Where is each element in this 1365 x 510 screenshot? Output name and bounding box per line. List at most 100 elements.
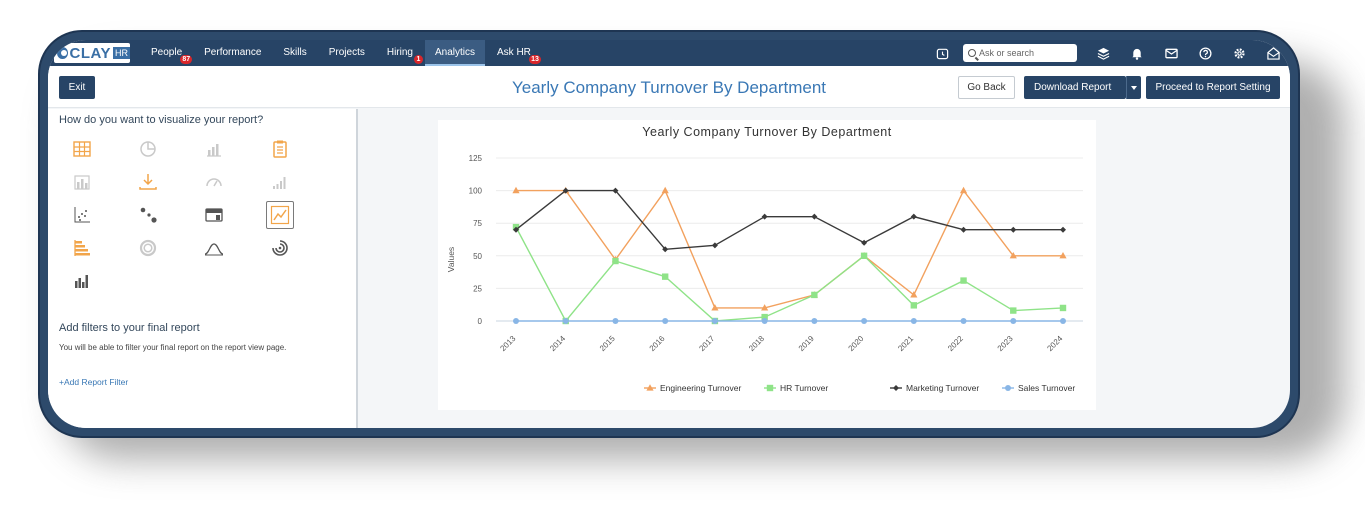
data-point-sales-turnover[interactable] [761,318,768,324]
radial-icon[interactable] [266,234,294,262]
bell-curve-icon[interactable] [200,234,228,262]
mail-icon[interactable] [1163,45,1179,61]
device-frame: CLAY HR People 87 Performance Skills Project… [38,30,1300,438]
help-icon[interactable] [1197,45,1213,61]
data-point-sales-turnover[interactable] [662,318,669,324]
nav-item-projects[interactable]: Projects [319,40,375,66]
x-tick-label: 2021 [896,334,915,353]
data-point-hr-turnover[interactable] [860,252,868,259]
nav-item-people[interactable]: People 87 [141,40,193,66]
nav-item-analytics[interactable]: Analytics [424,40,485,66]
data-point-marketing-turnover[interactable] [711,242,718,249]
x-tick-label: 2017 [697,334,716,353]
data-point-hr-turnover[interactable] [661,273,669,280]
ascending-bar-icon [266,168,294,196]
line-chart-icon[interactable] [266,201,294,229]
page-title: Yearly Company Turnover By Department [511,78,827,97]
data-point-engineering-turnover[interactable] [661,186,669,194]
data-point-sales-turnover[interactable] [910,318,917,324]
data-point-engineering-turnover[interactable] [512,186,520,194]
data-point-engineering-turnover[interactable] [711,304,719,311]
series-line-engineering-turnover [516,189,1063,309]
data-point-marketing-turnover[interactable] [861,239,868,246]
data-point-hr-turnover[interactable] [910,302,918,309]
data-point-sales-turnover[interactable] [960,318,967,324]
data-point-engineering-turnover[interactable] [1009,252,1017,259]
data-point-sales-turnover[interactable] [861,318,868,324]
logo-text: CLAY [69,44,111,62]
data-point-marketing-turnover[interactable] [1060,226,1066,233]
clock-icon[interactable] [934,45,950,61]
nav-item-performance[interactable]: Performance [194,40,271,66]
proceed-report-setting-button[interactable]: Proceed to Report Setting [1146,76,1280,99]
bell-icon[interactable] [1129,45,1145,61]
horizontal-bar-icon[interactable] [68,234,96,262]
data-point-sales-turnover[interactable] [711,318,718,324]
data-point-marketing-turnover[interactable] [910,213,917,220]
data-point-marketing-turnover[interactable] [612,187,619,194]
data-point-marketing-turnover[interactable] [513,226,519,233]
series-line-hr-turnover [515,226,1064,323]
nav-item-skills[interactable]: Skills [273,40,316,66]
download-icon[interactable] [134,168,162,196]
card-icon[interactable] [200,201,228,229]
data-point-hr-turnover[interactable] [811,291,818,299]
data-point-hr-turnover[interactable] [1059,304,1067,312]
x-tick-label: 2013 [498,334,517,353]
legend-marker[interactable] [893,385,899,391]
clayhr-logo[interactable]: CLAY HR [54,43,130,63]
data-point-marketing-turnover[interactable] [960,226,967,233]
nav-item-ask-hr[interactable]: Ask HR 13 [487,40,541,66]
data-point-sales-turnover[interactable] [1060,318,1066,324]
gear-icon[interactable] [1231,45,1247,61]
data-point-sales-turnover[interactable] [612,318,619,324]
exit-button[interactable]: Exit [59,76,95,99]
data-point-marketing-turnover[interactable] [1010,226,1017,233]
search-placeholder: Ask or search [979,48,1035,58]
legend-marker[interactable] [766,384,774,392]
nav-item-label: Performance [204,47,262,58]
legend-label[interactable]: Sales Turnover [1018,383,1075,393]
grouped-bar-icon[interactable] [68,267,96,295]
download-options-button[interactable] [1126,76,1141,99]
nav-item-hiring[interactable]: Hiring 1 [377,40,423,66]
notification-badge: 87 [180,55,193,64]
add-report-filter-link[interactable]: +Add Report Filter [59,377,129,387]
data-point-sales-turnover[interactable] [811,318,818,324]
data-point-engineering-turnover[interactable] [761,304,769,311]
data-point-hr-turnover[interactable] [1010,307,1017,314]
data-point-engineering-turnover[interactable] [1059,252,1067,259]
legend-label[interactable]: Marketing Turnover [906,383,979,393]
app-screen: CLAY HR People 87 Performance Skills Project… [48,40,1290,428]
download-report-button[interactable]: Download Report [1024,76,1126,99]
legend-label[interactable]: Engineering Turnover [660,383,741,393]
chart-title: Yearly Company Turnover By Department [642,125,891,139]
legend-label[interactable]: HR Turnover [780,383,828,393]
legend-marker[interactable] [1005,385,1011,391]
data-point-sales-turnover[interactable] [562,318,569,324]
clipboard-icon[interactable] [266,135,294,163]
scatter-icon[interactable] [68,201,96,229]
data-point-sales-turnover[interactable] [513,318,519,324]
search-icon [968,49,976,57]
data-point-hr-turnover[interactable] [612,257,619,265]
bubble-icon[interactable] [134,201,162,229]
layers-icon[interactable] [1095,45,1111,61]
data-point-sales-turnover[interactable] [1010,318,1017,324]
data-point-marketing-turnover[interactable] [811,213,818,220]
data-point-hr-turnover[interactable] [960,277,967,284]
data-point-marketing-turnover[interactable] [662,246,669,253]
table-icon[interactable] [68,135,96,163]
x-tick-label: 2014 [548,334,567,353]
inbox-icon[interactable] [1265,45,1281,61]
search-input[interactable]: Ask or search [963,44,1077,62]
filters-description: You will be able to filter your final re… [59,343,287,352]
data-point-engineering-turnover[interactable] [910,291,918,298]
data-point-marketing-turnover[interactable] [562,187,569,194]
chart-card: Yearly Company Turnover By Department 0 25… [438,120,1096,410]
data-point-marketing-turnover[interactable] [761,213,768,220]
go-back-button[interactable]: Go Back [958,76,1015,99]
data-point-engineering-turnover[interactable] [959,186,968,194]
legend-marker[interactable] [646,384,654,391]
data-point-hr-turnover[interactable] [761,313,768,321]
